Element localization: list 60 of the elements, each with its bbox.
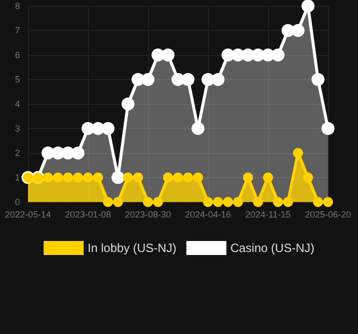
point	[283, 197, 293, 207]
y-tick-label: 3	[14, 124, 20, 134]
y-tick-label: 1	[14, 172, 20, 182]
point	[173, 172, 183, 182]
x-tick-label: 2023-01-08	[64, 210, 112, 220]
point	[293, 148, 303, 158]
y-tick-label: 4	[14, 99, 20, 109]
x-tick-label: 2023-08-30	[124, 210, 172, 220]
point	[123, 172, 133, 182]
point	[263, 172, 273, 182]
point	[182, 73, 194, 86]
point	[122, 98, 134, 110]
point	[212, 73, 224, 86]
point	[153, 197, 163, 207]
y-tick-label: 2	[14, 148, 20, 158]
point	[83, 172, 93, 182]
point	[312, 73, 324, 86]
point	[43, 172, 53, 182]
y-tick-label: 5	[14, 74, 20, 84]
point	[183, 172, 193, 182]
x-tick-label: 2024-04-16	[184, 210, 232, 220]
point	[113, 197, 123, 207]
point	[223, 197, 233, 207]
point	[93, 172, 103, 182]
point	[143, 197, 153, 207]
point	[273, 197, 283, 207]
point	[272, 48, 284, 62]
point	[72, 146, 84, 160]
legend-label: Casino (US-NJ)	[230, 241, 314, 255]
point	[102, 122, 114, 135]
legend-label: In lobby (US-NJ)	[88, 241, 176, 255]
point	[313, 197, 323, 207]
point	[133, 172, 143, 182]
point	[162, 48, 174, 62]
point	[203, 197, 213, 207]
x-tick-label: 2024-11-15	[245, 210, 291, 220]
y-tick-label: 0	[14, 197, 20, 207]
point	[63, 172, 73, 182]
point	[243, 172, 253, 182]
point	[302, 0, 314, 12]
point	[233, 197, 243, 207]
point	[103, 197, 113, 207]
point	[253, 197, 263, 207]
point	[193, 172, 203, 182]
y-tick-label: 8	[14, 1, 20, 11]
x-tick-label: 2022-05-14	[4, 210, 52, 220]
point	[163, 172, 173, 182]
x-tick-label: 2025-06-20	[304, 210, 352, 220]
point	[112, 171, 124, 184]
point	[323, 197, 333, 207]
point	[213, 197, 223, 207]
y-tick-label: 7	[14, 26, 20, 36]
point	[303, 172, 313, 182]
point	[292, 24, 304, 37]
point	[142, 73, 154, 86]
point	[192, 122, 204, 135]
point	[322, 122, 334, 135]
y-tick-label: 6	[14, 50, 20, 60]
point	[53, 172, 63, 182]
point	[73, 172, 83, 182]
